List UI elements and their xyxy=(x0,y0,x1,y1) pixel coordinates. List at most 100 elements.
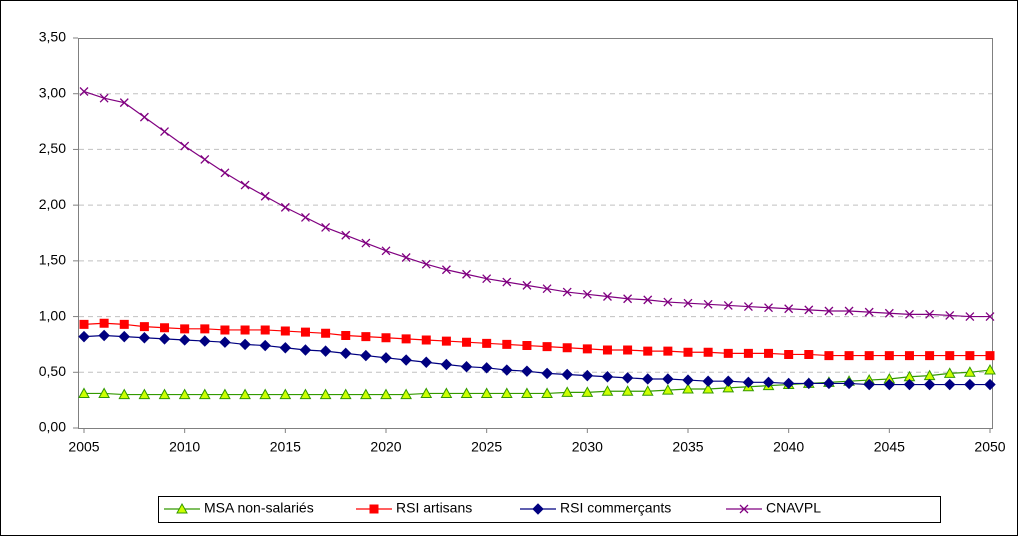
marker xyxy=(500,387,513,398)
marker xyxy=(923,378,936,391)
y-tick-label: 0,50 xyxy=(39,363,66,379)
marker xyxy=(301,212,310,222)
marker xyxy=(662,384,674,395)
marker xyxy=(884,351,894,361)
marker xyxy=(521,365,533,377)
marker xyxy=(682,382,694,394)
marker xyxy=(905,309,914,319)
marker xyxy=(319,388,332,400)
marker xyxy=(482,274,492,284)
marker xyxy=(944,378,956,391)
y-tick-label: 2,50 xyxy=(39,140,66,156)
marker xyxy=(220,325,230,335)
marker xyxy=(562,287,572,297)
x-tick-label: 2035 xyxy=(672,439,703,455)
y-tick-label: 2,00 xyxy=(39,196,66,212)
marker xyxy=(400,354,412,366)
series-line xyxy=(84,369,991,396)
marker xyxy=(460,361,473,373)
marker xyxy=(119,319,129,329)
marker xyxy=(78,330,90,343)
marker xyxy=(341,230,351,240)
marker xyxy=(502,277,512,287)
marker xyxy=(401,334,411,344)
marker xyxy=(138,332,151,344)
marker xyxy=(339,388,352,400)
marker xyxy=(683,298,693,308)
marker xyxy=(804,349,814,359)
marker xyxy=(462,337,472,347)
marker xyxy=(621,385,634,396)
marker xyxy=(279,388,292,400)
legend-marker xyxy=(739,504,749,514)
marker xyxy=(118,330,130,343)
marker xyxy=(260,191,270,201)
marker xyxy=(239,338,251,351)
marker xyxy=(903,378,916,391)
marker xyxy=(341,331,351,341)
marker xyxy=(139,112,149,122)
marker xyxy=(663,346,673,356)
marker xyxy=(502,339,512,349)
marker xyxy=(259,339,271,352)
marker xyxy=(623,294,633,304)
marker xyxy=(804,305,814,315)
marker xyxy=(964,378,976,391)
marker xyxy=(441,336,451,346)
marker xyxy=(782,377,795,390)
x-tick-label: 2030 xyxy=(572,439,603,455)
marker xyxy=(682,374,694,386)
marker xyxy=(643,295,653,305)
marker xyxy=(482,338,492,348)
marker xyxy=(883,378,896,391)
marker xyxy=(643,346,653,356)
marker xyxy=(118,388,131,400)
legend-marker xyxy=(532,503,544,515)
marker xyxy=(723,300,733,310)
marker xyxy=(280,326,290,336)
marker xyxy=(762,376,775,389)
series-line xyxy=(83,322,990,357)
marker xyxy=(722,381,735,393)
marker xyxy=(984,378,996,391)
marker xyxy=(380,388,392,400)
marker xyxy=(79,87,89,96)
marker xyxy=(964,366,976,377)
legend-label: RSI commerçants xyxy=(560,500,671,516)
marker xyxy=(138,388,151,400)
marker xyxy=(743,348,753,358)
marker xyxy=(219,336,231,348)
marker xyxy=(300,327,310,337)
marker xyxy=(219,388,231,400)
marker xyxy=(784,349,794,359)
marker xyxy=(360,388,372,400)
marker xyxy=(764,303,773,313)
marker xyxy=(99,93,109,103)
marker xyxy=(864,351,874,361)
marker xyxy=(220,168,230,178)
marker xyxy=(884,308,894,318)
marker xyxy=(984,364,996,375)
marker xyxy=(462,269,471,279)
marker xyxy=(440,387,453,398)
marker xyxy=(601,385,614,396)
x-tick-label: 2020 xyxy=(370,439,401,455)
y-tick-label: 1,00 xyxy=(39,307,66,323)
marker xyxy=(361,238,371,248)
y-tick-label: 1,50 xyxy=(39,252,66,268)
y-tick-label: 3,50 xyxy=(39,29,66,45)
marker xyxy=(180,141,190,151)
marker xyxy=(945,310,955,320)
marker xyxy=(420,387,433,398)
marker xyxy=(541,367,553,380)
marker xyxy=(703,299,713,309)
marker xyxy=(723,348,733,358)
marker xyxy=(99,318,109,328)
marker xyxy=(240,180,250,190)
marker xyxy=(178,388,191,400)
marker xyxy=(965,351,975,361)
x-tick-label: 2005 xyxy=(68,439,99,455)
marker xyxy=(581,386,594,397)
marker xyxy=(401,253,411,262)
marker xyxy=(139,322,149,332)
